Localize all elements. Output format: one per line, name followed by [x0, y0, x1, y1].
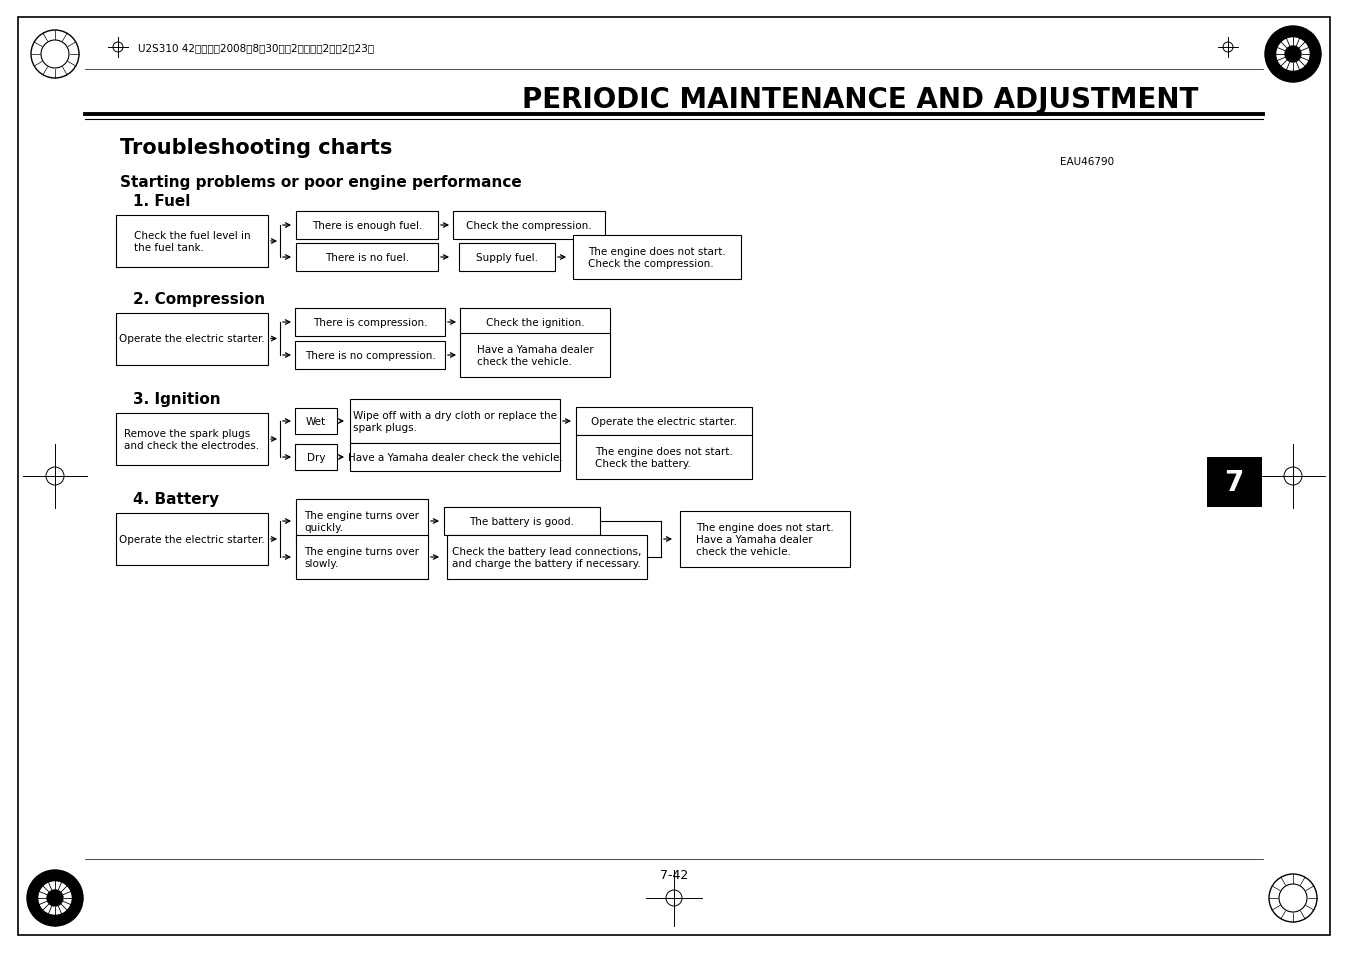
Text: 7-42: 7-42 [661, 868, 687, 882]
Bar [116, 514, 268, 565]
Text: The engine does not start.
Check the battery.: The engine does not start. Check the bat… [594, 447, 733, 468]
Text: There is no fuel.: There is no fuel. [325, 253, 408, 263]
Text: EAU46790: EAU46790 [1060, 157, 1115, 167]
Bar [297, 536, 429, 579]
Bar [350, 443, 559, 472]
Text: 1. Fuel: 1. Fuel [133, 194, 190, 210]
Text: Wet: Wet [306, 416, 326, 427]
Text: Operate the electric starter.: Operate the electric starter. [119, 535, 264, 544]
Bar [443, 507, 600, 536]
Text: Remove the spark plugs
and check the electrodes.: Remove the spark plugs and check the ele… [124, 429, 260, 451]
Text: There is compression.: There is compression. [313, 317, 427, 328]
Text: 7: 7 [1224, 469, 1244, 497]
Bar [576, 436, 752, 479]
Text: U2S310 42ページ　2008年8月30日　2土曜日　2午後2時23分: U2S310 42ページ 2008年8月30日 2土曜日 2午後2時23分 [137, 43, 375, 53]
Bar [295, 409, 337, 435]
Text: 2. Compression: 2. Compression [133, 293, 266, 307]
Text: Check the compression.: Check the compression. [466, 221, 592, 231]
Bar [116, 414, 268, 465]
Bar [453, 212, 605, 240]
Text: Troubleshooting charts: Troubleshooting charts [120, 138, 392, 158]
Circle shape [27, 870, 84, 926]
Bar [1206, 457, 1262, 507]
Text: Supply fuel.: Supply fuel. [476, 253, 538, 263]
Bar [460, 244, 555, 272]
Text: PERIODIC MAINTENANCE AND ADJUSTMENT: PERIODIC MAINTENANCE AND ADJUSTMENT [522, 86, 1198, 113]
Text: Have a Yamaha dealer
check the vehicle.: Have a Yamaha dealer check the vehicle. [477, 345, 593, 366]
Text: Check the fuel level in
the fuel tank.: Check the fuel level in the fuel tank. [133, 231, 251, 253]
Bar [576, 408, 752, 436]
Text: Check the ignition.: Check the ignition. [485, 317, 584, 328]
Bar [573, 235, 741, 280]
Text: Operate the electric starter.: Operate the electric starter. [119, 335, 264, 344]
Bar [116, 215, 268, 268]
Text: There is no compression.: There is no compression. [305, 351, 435, 360]
Bar [297, 499, 429, 543]
Text: 3. Ignition: 3. Ignition [133, 392, 221, 407]
Text: The engine does not start.
Have a Yamaha dealer
check the vehicle.: The engine does not start. Have a Yamaha… [696, 523, 834, 556]
Bar [295, 444, 337, 471]
Bar [460, 334, 611, 377]
Text: The battery is good.: The battery is good. [469, 517, 574, 526]
Text: Check the battery lead connections,
and charge the battery if necessary.: Check the battery lead connections, and … [453, 547, 642, 568]
Text: The engine turns over
slowly.: The engine turns over slowly. [305, 547, 419, 568]
Bar [460, 309, 611, 336]
Text: The engine turns over
quickly.: The engine turns over quickly. [305, 511, 419, 532]
Bar [295, 341, 445, 370]
Bar [297, 212, 438, 240]
Text: 4. Battery: 4. Battery [133, 492, 220, 507]
Text: Starting problems or poor engine performance: Starting problems or poor engine perform… [120, 174, 522, 190]
Bar [116, 314, 268, 365]
Bar [297, 244, 438, 272]
Text: Dry: Dry [307, 453, 325, 462]
Text: Operate the electric starter.: Operate the electric starter. [592, 416, 737, 427]
Circle shape [1285, 47, 1301, 63]
Circle shape [1264, 27, 1321, 83]
Bar [295, 309, 445, 336]
Bar [448, 536, 647, 579]
Text: Wipe off with a dry cloth or replace the
spark plugs.: Wipe off with a dry cloth or replace the… [353, 411, 557, 433]
Text: There is enough fuel.: There is enough fuel. [311, 221, 422, 231]
Text: Have a Yamaha dealer check the vehicle.: Have a Yamaha dealer check the vehicle. [348, 453, 562, 462]
Circle shape [47, 890, 63, 906]
Circle shape [39, 882, 71, 914]
Bar [679, 512, 851, 567]
Bar [350, 399, 559, 443]
Text: The engine does not start.
Check the compression.: The engine does not start. Check the com… [588, 247, 725, 269]
Circle shape [1277, 39, 1309, 71]
